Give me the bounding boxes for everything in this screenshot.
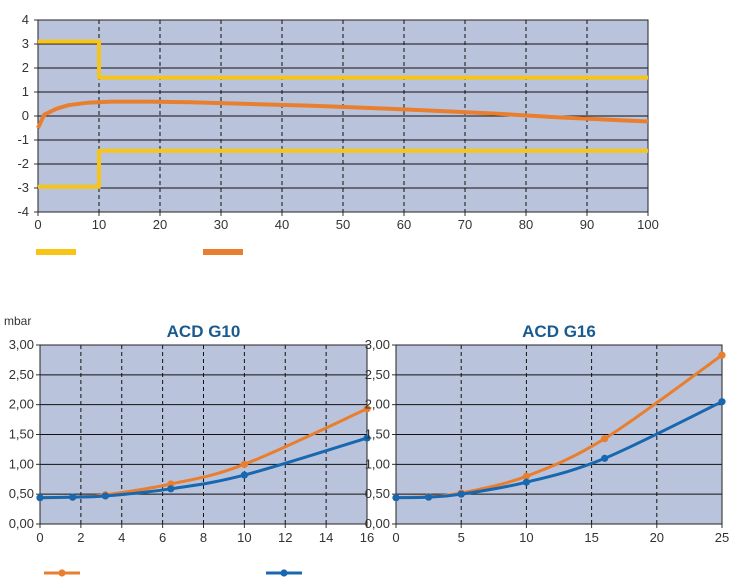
x-tick-label: 4 (118, 530, 125, 545)
legend-marker-blue (280, 569, 288, 577)
x-tick-label: 50 (336, 217, 350, 232)
yellow-limit-line (38, 148, 648, 189)
plot-border (395, 344, 723, 525)
orange-data-point (522, 472, 531, 480)
yellow-limit-line (38, 39, 648, 80)
blue-data-point (718, 398, 726, 406)
legend (36, 249, 302, 577)
x-tick-label: 6 (159, 530, 166, 545)
blue-data-point (425, 493, 433, 501)
blue-data-point (101, 492, 109, 500)
x-tick-label: 40 (275, 217, 289, 232)
x-tick-label: 0 (36, 530, 43, 545)
y-tick-label: 0,00 (9, 516, 34, 531)
x-tick-label: 70 (458, 217, 472, 232)
blue-data-point (36, 494, 44, 502)
chart-title-acd-g10: ACD G10 (167, 322, 241, 341)
x-tick-label: 0 (34, 217, 41, 232)
orange-series-line (36, 99, 649, 129)
x-tick-label: 12 (278, 530, 292, 545)
blue-data-point (522, 478, 531, 486)
plot-border (37, 19, 649, 213)
y-tick-label: 2,50 (365, 367, 390, 382)
y-tick-label: 1,00 (9, 456, 34, 471)
x-tick-label: 90 (580, 217, 594, 232)
x-tick-label: 25 (715, 530, 729, 545)
y-tick-label: 0,00 (365, 516, 390, 531)
y-tick-label: 1,50 (9, 427, 34, 442)
x-tick-label: 60 (397, 217, 411, 232)
x-tick-label: 10 (92, 217, 106, 232)
blue-data-point (69, 493, 77, 501)
x-tick-label: 0 (392, 530, 399, 545)
y-tick-label: -1 (17, 132, 29, 147)
y-tick-label: 2,00 (9, 397, 34, 412)
y-tick-label: 2 (22, 60, 29, 75)
y-tick-label: 2,00 (365, 397, 390, 412)
x-tick-label: 30 (214, 217, 228, 232)
x-tick-label: 100 (637, 217, 659, 232)
blue-data-point (363, 434, 371, 442)
x-tick-label: 80 (519, 217, 533, 232)
y-tick-label: 1,50 (365, 427, 390, 442)
chart-title-acd-g16: ACD G16 (522, 322, 596, 341)
y-tick-label: 3,00 (9, 337, 34, 352)
y-tick-label: -4 (17, 204, 29, 219)
y-tick-label: 3 (22, 36, 29, 51)
y-tick-label: 3,00 (365, 337, 390, 352)
x-tick-label: 16 (360, 530, 374, 545)
y-tick-label: -2 (17, 156, 29, 171)
x-tick-label: 20 (153, 217, 167, 232)
x-tick-label: 15 (584, 530, 598, 545)
legend-marker-orange (58, 569, 66, 577)
x-tick-label: 14 (319, 530, 333, 545)
y-unit-label: mbar (4, 314, 31, 328)
y-tick-label: 0 (22, 108, 29, 123)
y-tick-label: 1,00 (365, 456, 390, 471)
y-tick-label: 0,50 (9, 486, 34, 501)
orange-data-point (601, 435, 609, 443)
y-tick-label: 1 (22, 84, 29, 99)
orange-data-point (240, 460, 248, 468)
x-tick-label: 8 (200, 530, 207, 545)
x-tick-label: 10 (237, 530, 251, 545)
blue-data-point (457, 490, 465, 498)
x-tick-label: 2 (77, 530, 84, 545)
y-tick-label: 0,50 (365, 486, 390, 501)
blue-data-point (240, 471, 248, 479)
blue-data-point (601, 454, 609, 462)
blue-data-point (392, 494, 400, 502)
acd-g10-chart: mbar ACD G10 3,00 2,50 2,00 1,50 1,00 0,50 0,0… (4, 314, 374, 545)
blue-data-point (167, 485, 175, 493)
acd-g16-chart: ACD G16 3,00 2,50 2,00 1,50 1,00 0,50 0,000 5 10… (365, 322, 730, 545)
orange-data-point (363, 405, 371, 413)
x-tick-label: 10 (519, 530, 533, 545)
orange-data-point (718, 351, 726, 359)
y-tick-label: 4 (22, 12, 29, 27)
x-tick-label: 5 (458, 530, 465, 545)
x-tick-label: 20 (650, 530, 664, 545)
y-tick-label: -3 (17, 180, 29, 195)
y-tick-label: 2,50 (9, 367, 34, 382)
